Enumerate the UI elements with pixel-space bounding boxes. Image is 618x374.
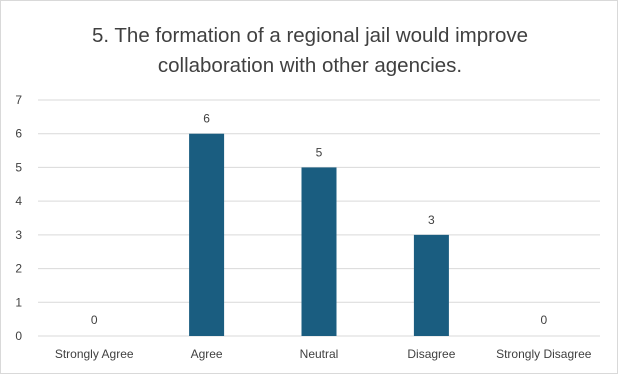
data-label: 6 [203,112,210,126]
y-tick-label: 1 [15,295,22,309]
category-label: Neutral [300,347,339,361]
y-tick-label: 3 [15,228,22,242]
y-tick-label: 0 [15,329,22,343]
category-label: Strongly Agree [55,347,134,361]
category-label: Strongly Disagree [496,347,592,361]
data-labels: 0 6 5 3 0 [91,112,548,327]
y-axis-ticks: 0 1 2 3 4 5 6 7 [15,93,22,343]
bar [189,133,225,336]
bar [413,234,449,336]
chart-title: 5. The formation of a regional jail woul… [91,24,529,77]
bars [189,133,449,336]
y-tick-label: 2 [15,262,22,276]
x-axis-categories: Strongly Agree Agree Neutral Disagree Strong… [55,347,592,361]
data-label: 0 [540,313,547,327]
y-tick-label: 5 [15,160,22,174]
y-tick-label: 6 [15,127,22,141]
category-label: Disagree [407,347,455,361]
category-label: Agree [191,347,223,361]
data-label: 0 [91,313,98,327]
bar [301,167,337,336]
data-label: 3 [428,213,435,227]
data-label: 5 [316,145,323,159]
y-tick-label: 4 [15,194,22,208]
y-tick-label: 7 [15,93,22,107]
